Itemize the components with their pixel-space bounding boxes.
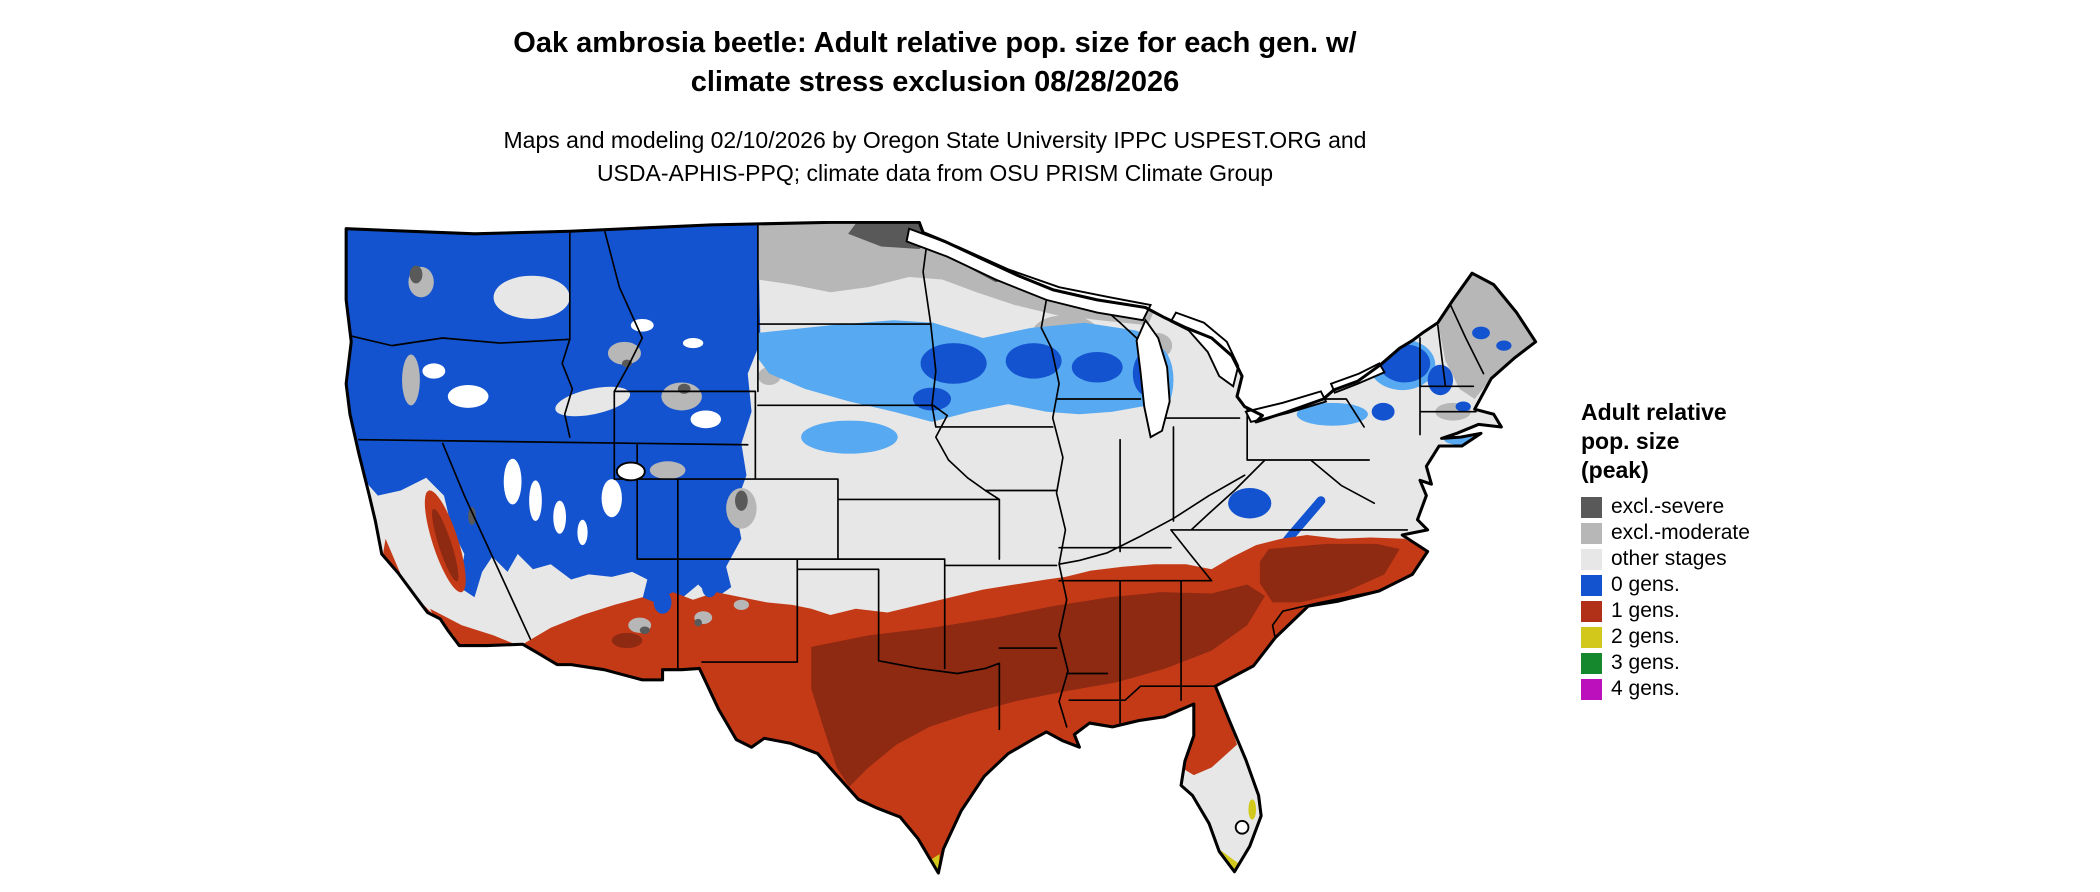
page-title: Oak ambrosia beetle: Adult relative pop.… xyxy=(0,24,1870,102)
legend-row-gens0: 0 gens. xyxy=(1581,572,1861,598)
legend-swatch-gens4 xyxy=(1581,678,1602,700)
legend-title: Adult relative pop. size (peak) xyxy=(1581,398,1861,485)
legend-title-line2: pop. size xyxy=(1581,428,1680,454)
legend-swatch-gens2 xyxy=(1581,626,1602,648)
legend-label-gens1: 1 gens. xyxy=(1611,599,1680,622)
legend-row-gens3: 3 gens. xyxy=(1581,650,1861,676)
page-subtitle: Maps and modeling 02/10/2026 by Oregon S… xyxy=(0,124,1870,190)
legend-swatch-severe xyxy=(1581,496,1602,518)
sky-island-grays xyxy=(628,599,749,635)
region-snake-plain xyxy=(555,386,631,417)
region-west-blue xyxy=(346,223,761,621)
legend-label-gens0: 0 gens. xyxy=(1611,573,1680,596)
legend-row-gens2: 2 gens. xyxy=(1581,624,1861,650)
lake-erie xyxy=(1244,390,1328,423)
legend-row-gens4: 4 gens. xyxy=(1581,676,1861,702)
darkgray-mottling xyxy=(409,265,748,525)
region-dark-red-core xyxy=(811,584,1265,787)
region-valley-dark-red xyxy=(432,508,459,582)
page-subtitle-line2: USDA-APHIS-PPQ; climate data from OSU PR… xyxy=(596,160,1274,186)
lake-okeechobee xyxy=(1234,819,1250,835)
region-npa-lightblue xyxy=(1296,402,1368,426)
legend-swatch-gens3 xyxy=(1581,652,1602,674)
lake-michigan xyxy=(1135,318,1171,439)
legend-label-severe: excl.-severe xyxy=(1611,495,1725,518)
white-mottling xyxy=(422,318,722,546)
state-borders xyxy=(347,222,1485,731)
legend-label-other: other stages xyxy=(1611,547,1727,570)
legend-swatch-other xyxy=(1581,548,1602,570)
region-stx-yellow xyxy=(930,853,940,872)
region-sandhills-lightblue xyxy=(801,420,898,454)
region-columbia-basin xyxy=(493,275,570,319)
page-title-line1: Oak ambrosia beetle: Adult relative pop.… xyxy=(513,27,1357,59)
legend-row-gens1: 1 gens. xyxy=(1581,598,1861,624)
page-title-line2: climate stress exclusion 08/28/2026 xyxy=(690,66,1180,98)
legend-title-line3: (peak) xyxy=(1581,457,1649,483)
legend-swatch-gens1 xyxy=(1581,600,1602,622)
us-map-container xyxy=(322,221,1542,882)
az-blue-tongue xyxy=(653,590,672,614)
legend-label-gens4: 4 gens. xyxy=(1611,677,1680,700)
legend-label-gens3: 3 gens. xyxy=(1611,651,1680,674)
legend-entries: excl.-severe excl.-moderate other stages 0 … xyxy=(1581,494,1861,702)
us-map xyxy=(344,221,1538,875)
page-subtitle-line1: Maps and modeling 02/10/2026 by Oregon S… xyxy=(503,127,1367,153)
legend-label-gens2: 2 gens. xyxy=(1611,625,1680,648)
legend-title-line1: Adult relative xyxy=(1581,399,1727,425)
legend-row-moderate: excl.-moderate xyxy=(1581,520,1861,546)
legend-label-moderate: excl.-moderate xyxy=(1611,521,1750,544)
great-salt-lake xyxy=(615,461,646,482)
nm-blue-tongue xyxy=(701,576,718,598)
legend-swatch-gens0 xyxy=(1581,574,1602,596)
raster-regions xyxy=(346,222,1536,874)
legend-swatch-moderate xyxy=(1581,522,1602,544)
region-mojave xyxy=(478,580,517,604)
legend-row-severe: excl.-severe xyxy=(1581,494,1861,520)
legend: Adult relative pop. size (peak) excl.-se… xyxy=(1581,398,1861,702)
legend-row-other: other stages xyxy=(1581,546,1861,572)
az-dark-red xyxy=(611,632,643,649)
region-fl-east-yellow xyxy=(1248,799,1257,820)
region-carolina-dark-red xyxy=(1259,543,1400,603)
